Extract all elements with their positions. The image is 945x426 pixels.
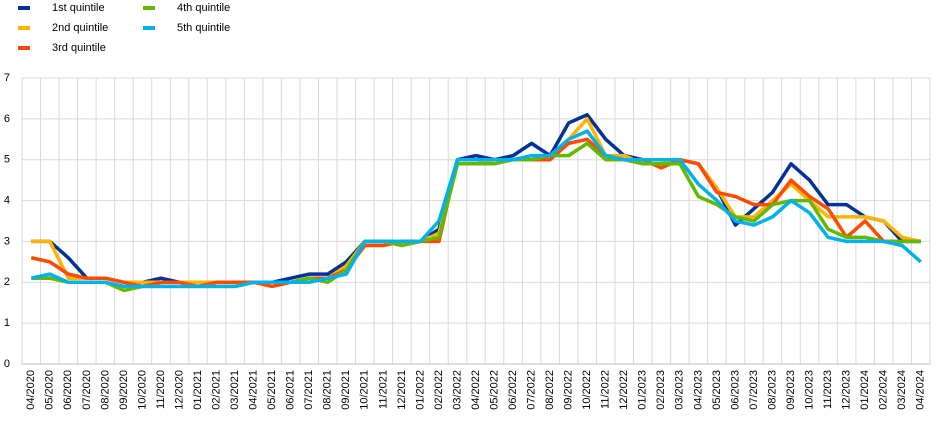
x-tick-label: 09/2023: [785, 370, 797, 410]
series-line: [31, 113, 921, 285]
y-tick-label: 2: [4, 276, 10, 288]
x-tick-label: 04/2020: [25, 370, 37, 410]
x-tick-label: 05/2022: [488, 370, 500, 410]
series-line: [31, 141, 921, 293]
x-tick-label: 04/2022: [470, 370, 482, 410]
x-tick-label: 05/2021: [266, 370, 278, 410]
x-tick-label: 11/2020: [155, 370, 167, 409]
x-tick-label: 06/2022: [507, 370, 519, 410]
x-tick-label: 11/2021: [377, 370, 389, 409]
x-tick-label: 11/2022: [600, 370, 612, 409]
x-tick-label: 12/2023: [841, 370, 853, 410]
x-tick-label: 01/2022: [414, 370, 426, 410]
x-tick-label: 02/2022: [433, 370, 445, 410]
x-tick-label: 07/2022: [525, 370, 537, 410]
x-tick-label: 01/2023: [637, 370, 649, 410]
y-tick-label: 0: [4, 358, 10, 370]
x-tick-label: 04/2021: [248, 370, 260, 410]
x-tick-label: 10/2022: [581, 370, 593, 410]
x-tick-label: 04/2024: [915, 370, 927, 410]
x-tick-label: 11/2023: [822, 370, 834, 409]
x-tick-label: 10/2020: [136, 370, 148, 410]
x-tick-label: 08/2020: [99, 370, 111, 410]
x-tick-label: 08/2022: [544, 370, 556, 410]
x-tick-label: 07/2020: [81, 370, 93, 410]
x-tick-label: 03/2022: [451, 370, 463, 410]
x-tick-label: 07/2023: [748, 370, 760, 410]
legend-label: 1st quintile: [52, 2, 105, 14]
x-tick-label: 03/2023: [674, 370, 686, 410]
x-tick-label: 06/2023: [729, 370, 741, 410]
x-tick-label: 09/2022: [563, 370, 575, 410]
x-tick-label: 03/2021: [229, 370, 241, 410]
x-tick-label: 05/2023: [711, 370, 723, 410]
y-tick-label: 3: [4, 235, 10, 247]
x-tick-label: 01/2021: [192, 370, 204, 410]
x-tick-label: 10/2023: [803, 370, 815, 410]
y-tick-label: 5: [4, 154, 10, 166]
x-tick-label: 07/2021: [303, 370, 315, 410]
x-tick-label: 02/2024: [878, 370, 890, 410]
x-tick-label: 12/2021: [396, 370, 408, 410]
y-tick-label: 4: [4, 194, 10, 206]
x-tick-label: 02/2021: [210, 370, 222, 410]
x-tick-label: 12/2020: [173, 370, 185, 410]
legend-label: 2nd quintile: [52, 22, 108, 34]
x-tick-label: 03/2024: [896, 370, 908, 410]
x-tick-label: 10/2021: [359, 370, 371, 410]
x-tick-label: 02/2023: [655, 370, 667, 410]
x-tick-label: 01/2024: [859, 370, 871, 410]
legend-label: 5th quintile: [177, 22, 230, 34]
x-tick-label: 09/2020: [118, 370, 130, 410]
series-line: [30, 129, 922, 289]
x-tick-label: 08/2023: [766, 370, 778, 410]
x-tick-label: 08/2021: [322, 370, 334, 410]
x-tick-label: 04/2023: [692, 370, 704, 410]
y-tick-label: 6: [4, 113, 10, 125]
y-tick-label: 1: [4, 317, 10, 329]
x-tick-label: 06/2021: [285, 370, 297, 410]
legend-label: 4th quintile: [177, 2, 230, 14]
x-tick-label: 05/2020: [44, 370, 56, 410]
x-tick-label: 12/2022: [618, 370, 630, 410]
y-tick-label: 7: [4, 72, 10, 84]
legend-label: 3rd quintile: [52, 42, 106, 54]
x-tick-label: 09/2021: [340, 370, 352, 410]
x-tick-label: 06/2020: [62, 370, 74, 410]
